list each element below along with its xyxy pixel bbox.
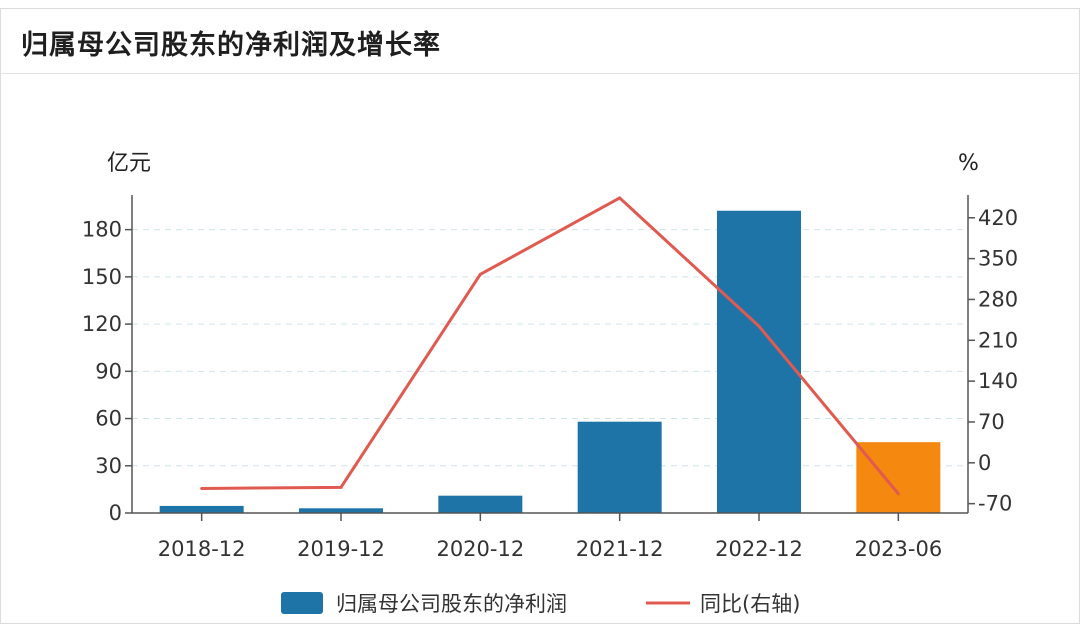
growth-line xyxy=(201,196,900,495)
legend: 归属母公司股东的净利润 同比(右轴) xyxy=(281,592,800,616)
left-tick-label: 120 xyxy=(82,312,122,336)
right-tick-label: 140 xyxy=(978,369,1018,393)
left-tick-label: 0 xyxy=(109,501,122,525)
right-tick-label: 280 xyxy=(978,287,1018,311)
left-tick-label: 30 xyxy=(95,454,122,478)
x-tick-label: 2019-12 xyxy=(297,537,385,561)
chart-title: 归属母公司股东的净利润及增长率 xyxy=(21,30,441,61)
grid-lines xyxy=(132,229,968,467)
growth-line-layer xyxy=(200,196,900,496)
chart-card: 归属母公司股东的净利润及增长率 xyxy=(0,8,1080,624)
x-tick-label: 2018-12 xyxy=(158,537,246,561)
right-tick-label: 70 xyxy=(978,410,1005,434)
bar xyxy=(159,505,244,513)
growth-point xyxy=(478,272,482,276)
legend-bar-label: 归属母公司股东的净利润 xyxy=(336,592,567,616)
bar xyxy=(577,421,662,513)
growth-point xyxy=(200,486,204,490)
axes: 0 30 60 90 120 150 180 -70 0 70 140 210 280 350 420 201… xyxy=(82,195,1018,561)
growth-point xyxy=(896,492,900,496)
left-tick-label: 180 xyxy=(82,218,122,242)
bar xyxy=(299,508,383,513)
right-tick-label: 350 xyxy=(978,247,1018,271)
legend-bar-swatch xyxy=(281,592,323,614)
bar xyxy=(856,442,941,513)
left-tick-label: 60 xyxy=(95,407,122,431)
left-tick-label: 90 xyxy=(95,359,122,383)
right-tick-label: 0 xyxy=(978,451,991,475)
right-tick-label: -70 xyxy=(978,492,1012,516)
growth-point xyxy=(757,324,761,328)
x-tick-label: 2020-12 xyxy=(436,537,524,561)
growth-point xyxy=(618,196,622,200)
right-tick-label: 210 xyxy=(978,328,1018,352)
left-tick-label: 150 xyxy=(82,265,122,289)
x-tick-label: 2021-12 xyxy=(576,537,664,561)
legend-line-label: 同比(右轴) xyxy=(700,592,800,616)
right-axis-unit: % xyxy=(958,151,979,176)
x-tick-label: 2022-12 xyxy=(715,537,803,561)
growth-point xyxy=(339,485,343,489)
bar xyxy=(438,495,523,513)
right-tick-label: 420 xyxy=(978,206,1018,230)
bars xyxy=(159,210,941,514)
card-header: 归属母公司股东的净利润及增长率 xyxy=(1,9,1079,74)
x-tick-label: 2023-06 xyxy=(854,537,942,561)
left-axis-unit: 亿元 xyxy=(107,151,151,176)
